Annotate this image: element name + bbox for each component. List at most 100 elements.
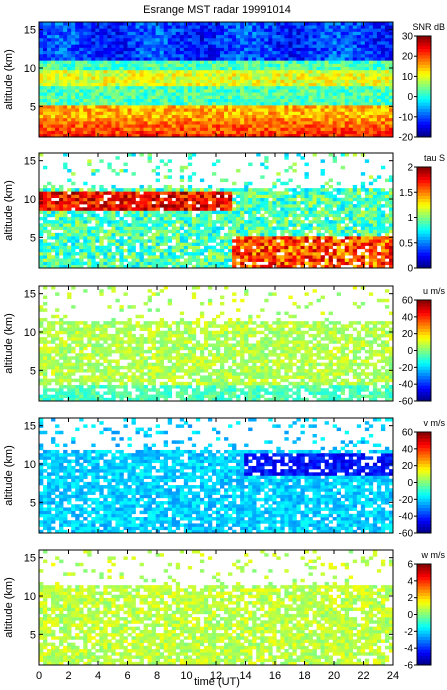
heatmap-cell [91, 28, 96, 32]
heatmap-cell [252, 121, 257, 125]
heatmap-cell [296, 53, 301, 58]
heatmap-cell [292, 133, 297, 138]
heatmap-cell [127, 213, 132, 218]
heatmap-cell [240, 60, 245, 64]
heatmap-cell [332, 124, 337, 128]
heatmap-cell [131, 210, 136, 214]
heatmap-cell [83, 121, 88, 125]
heatmap-cell [364, 85, 370, 90]
heatmap-cell [63, 66, 68, 71]
heatmap-cell [300, 255, 305, 259]
heatmap-cell [155, 261, 160, 266]
heatmap-cell [99, 82, 104, 87]
heatmap-cell [364, 121, 370, 125]
heatmap-cell [151, 245, 156, 250]
heatmap-cell [228, 252, 233, 256]
heatmap-cell [207, 255, 213, 259]
heatmap-cell [308, 197, 313, 202]
heatmap-cell [276, 57, 281, 61]
heatmap-cell [87, 101, 92, 106]
heatmap-cell [163, 89, 169, 93]
heatmap-cell [43, 130, 48, 135]
heatmap-cell [316, 53, 321, 58]
heatmap-cell [139, 31, 144, 36]
heatmap-cell [71, 216, 76, 221]
heatmap-cell [183, 130, 189, 135]
heatmap-cell [103, 111, 108, 115]
heatmap-cell [256, 204, 261, 208]
heatmap-cell [107, 255, 112, 259]
heatmap-cell [284, 98, 289, 103]
heatmap-cell [207, 188, 213, 192]
heatmap-cell [43, 245, 48, 250]
heatmap-cell [211, 220, 217, 224]
heatmap-cell [147, 184, 152, 189]
heatmap-cell [47, 66, 52, 71]
heatmap-cell [119, 220, 124, 224]
heatmap-cell [67, 44, 72, 48]
heatmap-cell [171, 264, 177, 269]
heatmap-cell [312, 124, 317, 128]
heatmap-cell [147, 73, 152, 77]
heatmap-cell [143, 79, 148, 83]
heatmap-cell [79, 92, 84, 96]
heatmap-cell [364, 69, 370, 74]
heatmap-cell [276, 204, 281, 208]
heatmap-cell [95, 95, 100, 99]
heatmap-cell [47, 53, 52, 58]
heatmap-cell [163, 248, 169, 253]
heatmap-cell [316, 216, 321, 221]
heatmap-cell [260, 252, 265, 256]
heatmap-cell [248, 245, 253, 250]
heatmap-cell [163, 220, 169, 224]
heatmap-cell [252, 85, 257, 90]
heatmap-cell [368, 73, 374, 77]
heatmap-cell [191, 92, 197, 96]
heatmap-cell [296, 207, 301, 211]
heatmap-cell [111, 216, 116, 221]
heatmap-cell [199, 98, 205, 103]
heatmap-cell [163, 264, 169, 269]
heatmap-cell [183, 76, 189, 80]
heatmap-cell [384, 124, 390, 128]
heatmap-cell [288, 73, 293, 77]
heatmap-cell [372, 41, 378, 45]
heatmap-cell [228, 229, 233, 234]
heatmap-cell [232, 92, 237, 96]
heatmap-cell [79, 255, 84, 259]
heatmap-cell [284, 223, 289, 227]
heatmap-cell [119, 47, 124, 52]
heatmap-cell [175, 124, 181, 128]
heatmap-cell [59, 22, 64, 26]
heatmap-cell [111, 223, 116, 227]
heatmap-cell [284, 261, 289, 266]
heatmap-cell [228, 63, 233, 68]
heatmap-cell [179, 22, 185, 26]
heatmap-cell [115, 156, 120, 160]
heatmap-cell [240, 111, 245, 115]
heatmap-cell [232, 82, 237, 87]
heatmap-cell [47, 236, 52, 240]
heatmap-cell [292, 245, 297, 250]
heatmap-cell [139, 207, 144, 211]
heatmap-cell [123, 207, 128, 211]
heatmap-cell [240, 92, 245, 96]
heatmap-cell [288, 229, 293, 234]
heatmap-cell [179, 57, 185, 61]
heatmap-cell [191, 76, 197, 80]
heatmap-cell [95, 239, 100, 243]
heatmap-cell [211, 111, 217, 115]
heatmap-cell [340, 130, 346, 135]
heatmap-cell [191, 53, 197, 58]
heatmap-cell [183, 79, 189, 83]
heatmap-cell [139, 34, 144, 39]
heatmap-cell [103, 95, 108, 99]
heatmap-cell [63, 92, 68, 96]
heatmap-cell [139, 57, 144, 61]
heatmap-cell [300, 41, 305, 45]
heatmap-cell [167, 121, 173, 125]
heatmap-cell [364, 79, 370, 83]
heatmap-cell [59, 200, 64, 205]
heatmap-cell [75, 60, 80, 64]
heatmap-cell [39, 92, 44, 96]
